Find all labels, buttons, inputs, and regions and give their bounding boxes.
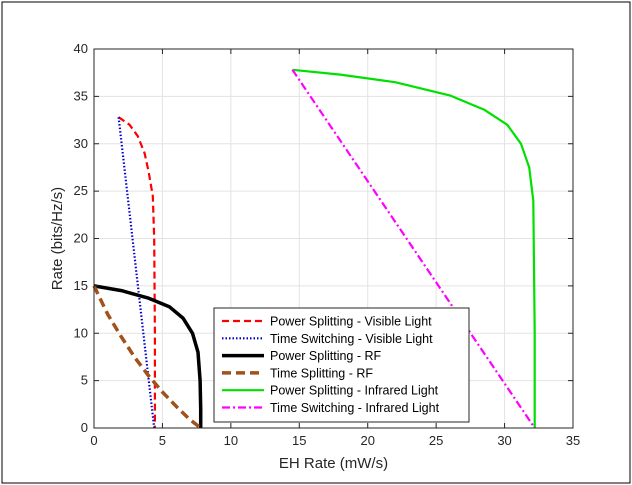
y-tick-label: 30 [74,136,88,151]
legend-entry: Power Splitting - Visible Light [270,315,432,329]
x-axis-label: EH Rate (mW/s) [279,455,388,472]
y-tick-label: 0 [81,420,88,435]
y-tick-label: 20 [74,231,88,246]
x-tick-label: 10 [224,433,238,448]
legend-entry: Time Switching - Infrared Light [270,401,440,415]
series-line-4 [92,285,202,430]
x-tick-label: 5 [159,433,166,448]
y-axis-label: Rate (bits/Hz/s) [49,187,66,290]
x-tick-label: 30 [497,433,511,448]
x-tick-label: 25 [429,433,443,448]
legend-box [213,307,470,423]
x-tick-label: 0 [90,433,97,448]
x-tick-label: 15 [292,433,306,448]
series-lines [92,68,536,430]
legend-entry: Time Splitting - RF [270,366,373,380]
series-line-5 [292,68,536,428]
y-tick-label: 35 [74,88,88,103]
y-tick-label: 15 [74,278,88,293]
legend-entry: Power Splitting - Infrared Light [270,384,439,398]
y-tick-label: 10 [74,325,88,340]
x-tick-label: 35 [566,433,580,448]
legend-entry: Power Splitting - RF [270,349,382,363]
y-tick-label: 25 [74,183,88,198]
tick-labels: 0 5 10 15 20 25 30 35 0 5 10 15 20 25 30 35 40 [74,41,581,448]
series-line-3 [93,284,203,428]
legend-entry: Time Switching - Visible Light [270,332,433,346]
legend: Power Splitting - Visible Light Time Swit… [213,307,470,423]
x-tick-label: 20 [360,433,374,448]
y-tick-label: 5 [81,373,88,388]
ticks [93,48,574,429]
y-tick-label: 40 [74,41,88,56]
